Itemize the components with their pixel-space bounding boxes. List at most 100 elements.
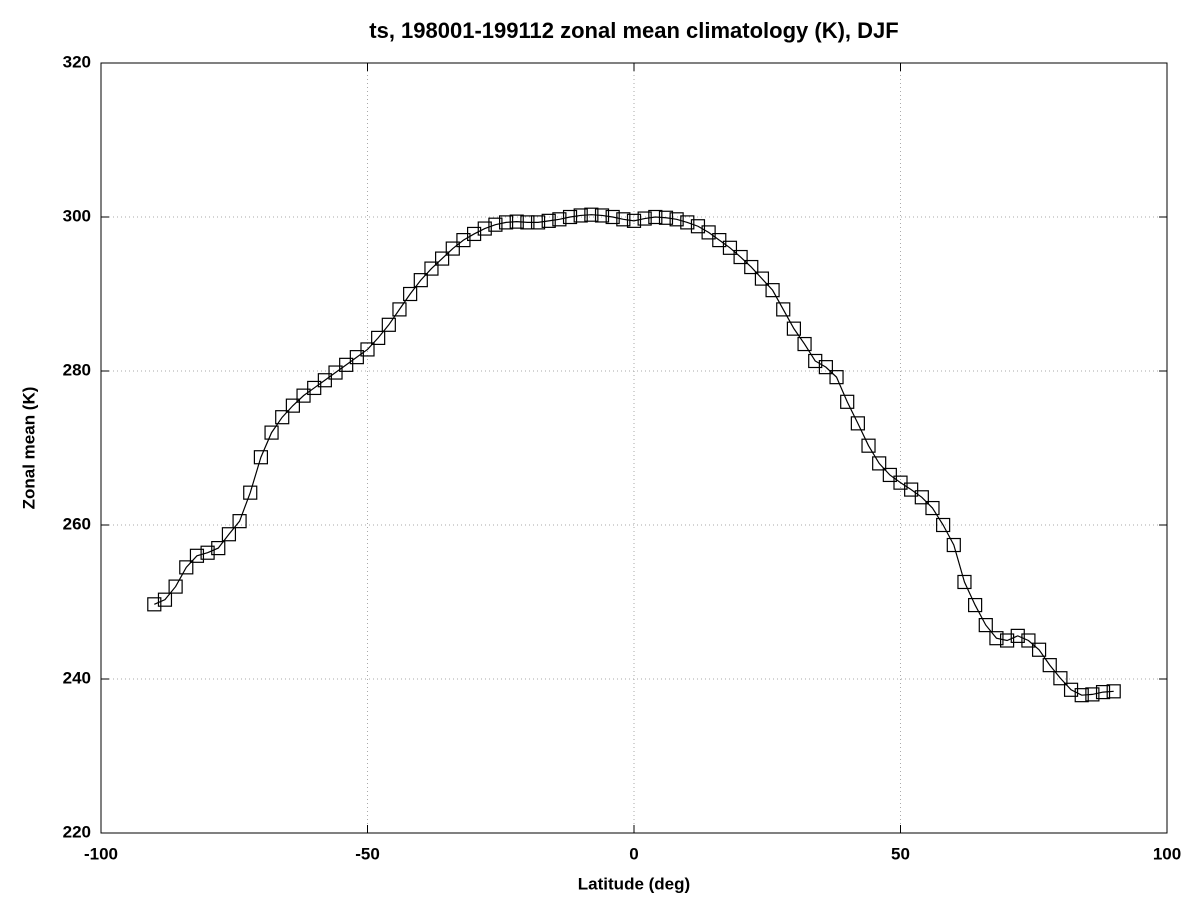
x-tick-label: 0 [629,844,638,863]
x-tick-label: -100 [84,844,118,863]
marker [701,225,716,240]
marker [371,330,386,345]
y-tick-label: 280 [63,360,91,379]
marker [477,221,492,236]
marker [786,321,802,336]
marker [349,350,364,365]
y-tick-label: 240 [63,668,91,687]
marker [435,251,450,266]
x-tick-label: 100 [1153,844,1181,863]
marker [648,209,663,225]
marker [968,597,983,613]
marker [882,467,897,483]
marker [413,273,428,288]
marker [520,215,535,230]
marker [1042,658,1057,673]
marker [1063,682,1079,697]
marker [669,212,684,227]
plot-frame [100,62,1168,834]
marker [1074,688,1089,703]
marker [243,485,258,500]
marker [840,394,855,409]
marker [541,213,556,228]
marker [275,410,290,425]
marker [989,631,1004,646]
y-tick-label: 300 [63,206,91,225]
marker [1010,628,1025,643]
marker [403,286,418,302]
marker [616,212,631,227]
marker [200,545,215,560]
x-tick-label: -50 [355,844,380,863]
marker [584,207,599,222]
marker [253,450,268,465]
marker [530,215,546,230]
marker [573,208,588,223]
marker [946,537,961,553]
marker [264,425,279,440]
series-line [154,214,1114,696]
marker [445,241,460,256]
chart-title: ts, 198001-199112 zonal mean climatology… [369,18,898,43]
marker [936,517,951,533]
marker [957,574,972,590]
marker [424,261,439,276]
marker [1053,671,1068,686]
marker [754,271,770,286]
marker [189,548,205,563]
marker [232,514,247,529]
marker [552,212,567,227]
marker [562,209,578,225]
marker [296,388,311,403]
marker [1106,684,1121,699]
marker [776,302,791,317]
marker [1031,642,1047,657]
marker [285,398,300,413]
marker [680,215,695,230]
marker [850,416,865,431]
marker [467,226,482,242]
x-tick-label: 50 [891,844,910,863]
marker [498,215,514,230]
marker [307,380,322,396]
marker [339,357,354,372]
marker [147,597,162,612]
marker [1085,687,1100,702]
marker [392,302,407,317]
marker [978,617,993,633]
marker [626,213,642,228]
marker [637,211,652,226]
y-tick-label: 220 [63,822,91,841]
y-axis-label: Zonal mean (K) [19,387,38,510]
marker [904,482,919,497]
marker [861,438,876,453]
y-tick-label: 320 [63,52,91,71]
marker [360,342,375,357]
marker [722,240,738,255]
marker [797,336,812,352]
marker [658,210,674,225]
marker [328,365,343,380]
marker [381,317,396,332]
marker [317,373,332,388]
marker [1021,633,1036,648]
marker [221,527,237,542]
marker [712,233,727,248]
y-tick-label: 260 [63,514,91,533]
marker [999,633,1015,648]
marker [925,500,940,516]
marker [744,259,759,275]
marker [157,592,173,607]
marker [872,456,887,471]
marker [733,249,748,265]
marker [488,217,503,232]
marker [168,579,183,594]
marker [1095,684,1111,700]
marker [765,283,780,298]
marker [179,560,194,575]
marker [211,540,226,556]
marker [605,209,620,225]
x-axis-label: Latitude (deg) [578,874,690,893]
